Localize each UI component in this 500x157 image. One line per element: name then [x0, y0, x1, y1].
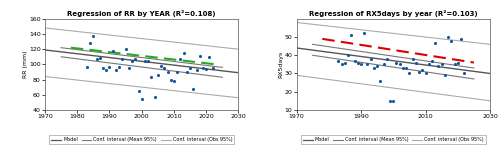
Point: [141, 59, 149, 62]
Point: [444, 36, 452, 38]
Point: [357, 63, 365, 66]
Point: [415, 70, 423, 73]
Point: [122, 48, 130, 50]
Point: [99, 67, 107, 69]
Point: [86, 42, 94, 44]
Point: [392, 61, 400, 64]
Point: [344, 54, 352, 57]
Point: [132, 58, 140, 60]
Point: [208, 67, 216, 69]
Point: [366, 58, 374, 60]
Point: [424, 63, 432, 66]
Point: [418, 69, 426, 71]
Point: [360, 32, 368, 35]
Point: [428, 60, 436, 62]
Point: [350, 60, 358, 62]
Point: [454, 61, 462, 64]
Point: [118, 58, 126, 60]
Point: [438, 63, 446, 66]
Point: [180, 52, 188, 54]
Point: [450, 63, 458, 66]
Title: Regression of RX5days by year (R²=0.103): Regression of RX5days by year (R²=0.103): [309, 10, 478, 17]
Point: [138, 97, 145, 100]
Point: [96, 56, 104, 59]
Point: [186, 67, 194, 69]
Point: [128, 59, 136, 62]
Point: [364, 63, 372, 66]
Point: [390, 100, 398, 102]
Point: [422, 72, 430, 75]
Point: [102, 68, 110, 71]
Point: [90, 35, 98, 38]
Point: [202, 68, 210, 70]
Legend: Model, Conf. interval (Mean 95%), Conf. interval (Obs 95%): Model, Conf. interval (Mean 95%), Conf. …: [301, 135, 486, 144]
Title: Regression of RR by YEAR (R²=0.108): Regression of RR by YEAR (R²=0.108): [68, 10, 216, 17]
Legend: Model, Conf. interval (Mean 95%), Conf. interval (Obs 95%): Model, Conf. interval (Mean 95%), Conf. …: [50, 135, 234, 144]
Point: [157, 65, 165, 67]
Point: [334, 60, 342, 62]
Point: [402, 67, 410, 69]
Point: [196, 55, 204, 57]
Point: [399, 67, 407, 69]
Point: [354, 61, 362, 64]
Point: [457, 38, 465, 40]
Y-axis label: RR (mm): RR (mm): [22, 51, 28, 78]
Point: [134, 90, 142, 92]
Point: [167, 78, 175, 81]
Point: [396, 63, 404, 66]
Point: [150, 96, 158, 98]
Point: [108, 49, 116, 52]
Point: [192, 69, 200, 72]
Point: [348, 34, 356, 36]
Point: [160, 67, 168, 69]
Point: [386, 100, 394, 102]
Point: [115, 66, 123, 69]
Point: [460, 72, 468, 75]
Point: [83, 66, 91, 69]
Point: [434, 65, 442, 68]
Point: [154, 74, 162, 76]
Point: [92, 58, 100, 60]
Point: [112, 68, 120, 71]
Point: [176, 58, 184, 60]
Point: [164, 71, 172, 73]
Point: [370, 67, 378, 69]
Point: [338, 63, 345, 66]
Point: [376, 79, 384, 82]
Point: [206, 56, 214, 58]
Point: [441, 74, 449, 77]
Point: [183, 71, 191, 73]
Point: [431, 41, 439, 44]
Point: [199, 67, 207, 69]
Point: [341, 61, 349, 64]
Point: [144, 59, 152, 62]
Point: [412, 61, 420, 64]
Point: [406, 72, 413, 75]
Point: [190, 87, 198, 90]
Point: [383, 58, 391, 60]
Point: [408, 58, 416, 60]
Point: [170, 80, 178, 82]
Point: [148, 75, 156, 78]
Point: [106, 65, 114, 68]
Point: [125, 67, 133, 69]
Point: [380, 63, 388, 66]
Point: [373, 65, 381, 68]
Point: [173, 71, 181, 73]
Point: [448, 39, 456, 42]
Y-axis label: RX5days: RX5days: [278, 51, 283, 78]
